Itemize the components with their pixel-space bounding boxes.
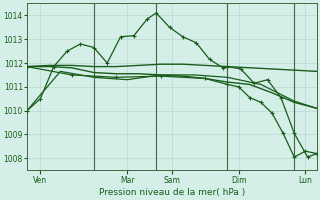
X-axis label: Pression niveau de la mer( hPa ): Pression niveau de la mer( hPa )	[99, 188, 245, 197]
